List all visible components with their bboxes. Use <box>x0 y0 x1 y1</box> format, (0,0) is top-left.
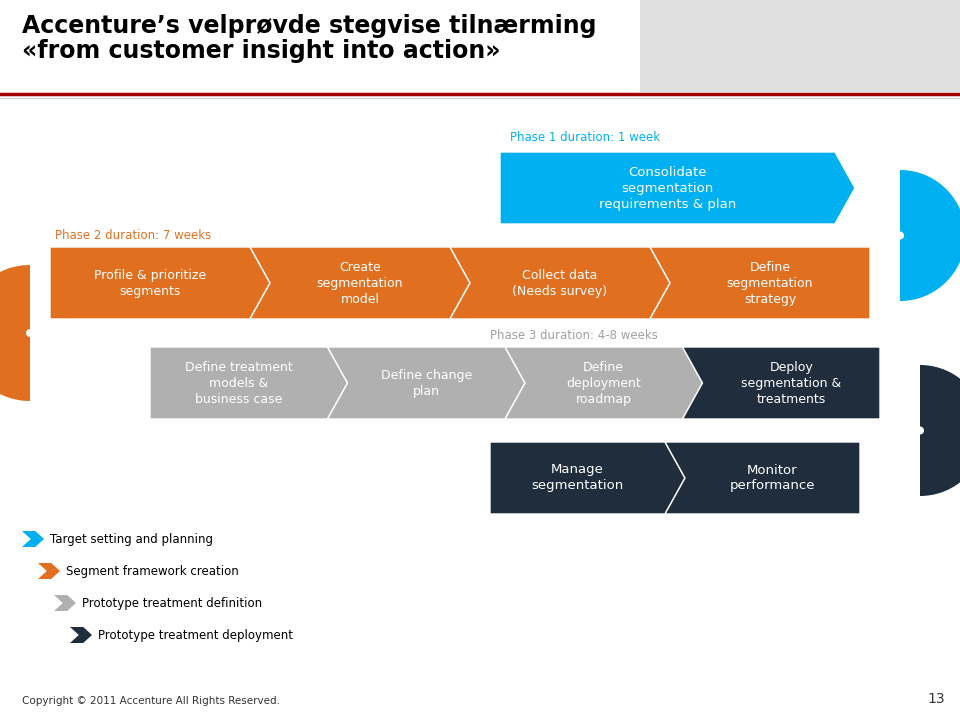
Polygon shape <box>490 442 685 514</box>
Polygon shape <box>327 347 525 419</box>
Text: Create
segmentation
model: Create segmentation model <box>317 261 403 306</box>
Polygon shape <box>683 347 880 419</box>
Polygon shape <box>500 152 855 224</box>
Polygon shape <box>665 442 860 514</box>
Polygon shape <box>54 595 76 611</box>
Polygon shape <box>650 247 870 319</box>
Polygon shape <box>250 247 470 319</box>
Text: Consolidate
segmentation
requirements & plan: Consolidate segmentation requirements & … <box>599 166 736 211</box>
Polygon shape <box>38 563 60 579</box>
Polygon shape <box>0 265 30 401</box>
Text: Segment framework creation: Segment framework creation <box>66 565 239 578</box>
Polygon shape <box>450 247 670 319</box>
Polygon shape <box>920 365 960 496</box>
Polygon shape <box>900 170 960 301</box>
Text: Prototype treatment definition: Prototype treatment definition <box>82 596 262 610</box>
Text: «from customer insight into action»: «from customer insight into action» <box>22 39 500 63</box>
Polygon shape <box>70 627 92 643</box>
Text: Define
segmentation
strategy: Define segmentation strategy <box>727 261 813 306</box>
Text: 13: 13 <box>927 692 945 706</box>
Text: Phase 3 duration: 4-8 weeks: Phase 3 duration: 4-8 weeks <box>490 329 658 342</box>
Text: Manage
segmentation: Manage segmentation <box>532 463 624 493</box>
Text: Define treatment
models &
business case: Define treatment models & business case <box>185 361 293 406</box>
Text: Profile & prioritize
segments: Profile & prioritize segments <box>94 268 206 298</box>
Text: Collect data
(Needs survey): Collect data (Needs survey) <box>513 268 608 298</box>
Polygon shape <box>50 247 270 319</box>
Text: Copyright © 2011 Accenture All Rights Reserved.: Copyright © 2011 Accenture All Rights Re… <box>22 696 280 706</box>
Text: Prototype treatment deployment: Prototype treatment deployment <box>98 628 293 641</box>
Text: Deploy
segmentation &
treatments: Deploy segmentation & treatments <box>741 361 841 406</box>
Polygon shape <box>22 531 44 547</box>
Text: Phase 1 duration: 1 week: Phase 1 duration: 1 week <box>510 131 660 144</box>
Polygon shape <box>150 347 348 419</box>
Text: Target setting and planning: Target setting and planning <box>50 533 213 545</box>
Text: Define
deployment
roadmap: Define deployment roadmap <box>566 361 641 406</box>
Bar <box>640 0 960 92</box>
Text: Monitor
performance: Monitor performance <box>730 463 815 493</box>
Text: Phase 2 duration: 7 weeks: Phase 2 duration: 7 weeks <box>55 229 211 242</box>
Text: Define change
plan: Define change plan <box>380 368 472 398</box>
Text: Accenture’s velprøvde stegvise tilnærming: Accenture’s velprøvde stegvise tilnærmin… <box>22 14 596 38</box>
Polygon shape <box>505 347 703 419</box>
